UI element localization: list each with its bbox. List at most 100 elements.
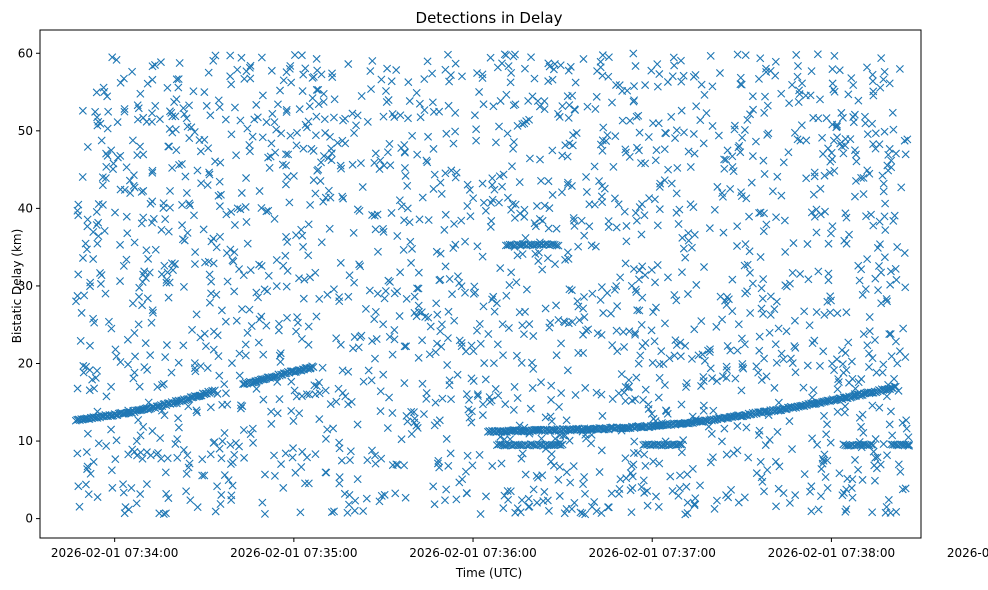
clutter-point xyxy=(101,174,110,183)
clutter-point xyxy=(663,409,672,418)
clutter-point xyxy=(295,274,304,283)
clutter-point xyxy=(112,436,121,445)
clutter-point xyxy=(835,469,844,478)
clutter-point xyxy=(312,112,321,121)
clutter-point xyxy=(81,480,90,489)
clutter-point xyxy=(415,215,424,224)
clutter-point xyxy=(630,437,639,446)
clutter-point xyxy=(845,230,854,239)
clutter-point xyxy=(624,376,633,385)
clutter-point xyxy=(457,338,466,347)
clutter-point xyxy=(720,164,729,173)
clutter-point xyxy=(506,487,515,496)
clutter-point xyxy=(139,422,148,431)
clutter-point xyxy=(621,397,630,405)
clutter-point xyxy=(886,267,895,276)
clutter-point xyxy=(861,119,870,128)
clutter-point xyxy=(224,476,233,485)
clutter-point xyxy=(585,222,594,231)
clutter-point xyxy=(841,209,850,218)
clutter-point xyxy=(221,389,230,398)
clutter-point xyxy=(376,407,385,416)
clutter-point xyxy=(92,88,101,97)
clutter-point xyxy=(673,163,682,172)
clutter-point xyxy=(762,67,771,76)
clutter-point xyxy=(99,83,108,92)
clutter-point xyxy=(775,462,784,471)
clutter-point xyxy=(517,496,526,505)
clutter-point xyxy=(323,425,332,434)
clutter-point xyxy=(132,437,141,446)
clutter-point xyxy=(479,302,488,311)
clutter-point xyxy=(737,386,746,395)
clutter-point xyxy=(733,346,742,355)
clutter-point xyxy=(839,488,848,497)
clutter-point xyxy=(428,98,437,107)
clutter-point xyxy=(649,457,658,466)
clutter-point xyxy=(89,457,98,466)
clutter-point xyxy=(511,200,520,209)
clutter-point xyxy=(154,448,163,457)
clutter-point xyxy=(819,347,828,356)
clutter-point xyxy=(141,339,150,348)
clutter-point xyxy=(413,423,422,432)
clutter-point xyxy=(191,248,200,257)
clutter-point xyxy=(563,178,572,187)
clutter-point xyxy=(823,484,832,493)
clutter-point xyxy=(192,408,201,417)
clutter-point xyxy=(185,459,194,468)
clutter-point xyxy=(339,194,348,203)
clutter-point xyxy=(299,144,308,153)
clutter-point xyxy=(335,479,344,488)
clutter-point xyxy=(353,111,362,120)
clutter-point xyxy=(206,450,215,459)
clutter-point xyxy=(714,131,723,140)
clutter-point xyxy=(350,506,359,515)
clutter-point xyxy=(273,100,282,109)
clutter-point xyxy=(699,377,708,386)
clutter-point xyxy=(692,280,701,289)
clutter-point xyxy=(267,139,276,148)
clutter-point xyxy=(863,130,872,139)
clutter-point xyxy=(91,373,100,382)
clutter-point xyxy=(179,341,188,350)
clutter-point xyxy=(201,342,210,351)
clutter-point xyxy=(489,292,498,301)
clutter-point xyxy=(674,220,683,229)
clutter-point xyxy=(878,368,887,377)
clutter-point xyxy=(896,467,905,476)
clutter-point xyxy=(634,359,643,368)
clutter-point xyxy=(631,330,640,339)
clutter-point xyxy=(672,189,681,198)
clutter-point xyxy=(733,242,742,251)
clutter-point xyxy=(626,116,634,125)
clutter-point xyxy=(894,460,903,469)
clutter-point xyxy=(162,489,171,498)
clutter-point xyxy=(335,473,344,482)
clutter-point xyxy=(93,366,102,375)
clutter-point xyxy=(773,172,782,181)
clutter-point xyxy=(874,261,883,270)
clutter-point xyxy=(196,147,205,156)
clutter-point xyxy=(376,156,385,165)
clutter-point xyxy=(697,381,706,390)
clutter-point xyxy=(598,182,607,191)
clutter-point xyxy=(781,247,790,256)
clutter-point xyxy=(163,454,172,463)
clutter-point xyxy=(451,127,460,136)
clutter-point xyxy=(791,368,800,377)
clutter-point xyxy=(842,505,851,514)
clutter-point xyxy=(408,244,417,253)
clutter-point xyxy=(368,210,377,219)
clutter-point xyxy=(822,430,831,439)
clutter-point xyxy=(565,285,574,294)
clutter-point xyxy=(304,322,313,331)
clutter-point xyxy=(139,270,148,279)
clutter-point xyxy=(370,354,379,363)
clutter-point xyxy=(318,363,327,372)
clutter-point xyxy=(362,494,371,503)
clutter-point xyxy=(722,155,731,164)
clutter-point xyxy=(153,382,162,391)
clutter-point xyxy=(809,190,818,199)
clutter-point xyxy=(289,417,298,425)
